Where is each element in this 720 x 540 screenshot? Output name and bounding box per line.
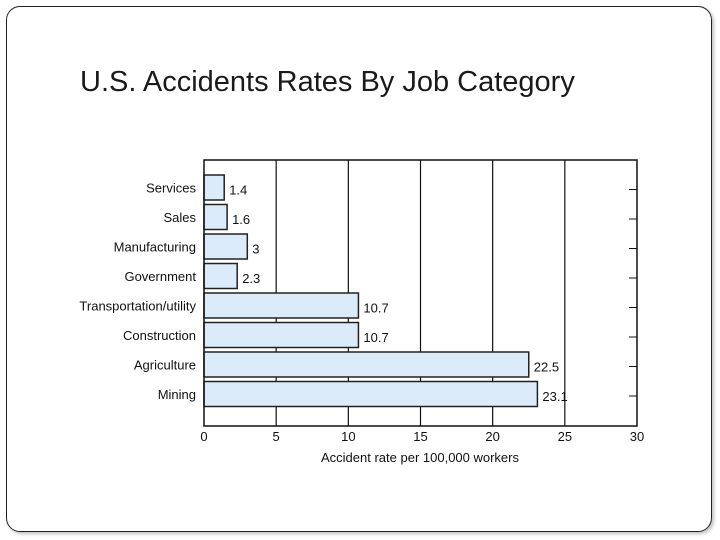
bar (203, 380, 539, 408)
x-tick-label: 25 (558, 429, 572, 444)
value-label: 1.6 (232, 212, 250, 227)
bar (203, 292, 360, 319)
category-label: Sales (163, 210, 196, 225)
x-tick-label: 0 (200, 429, 207, 444)
plot-border (203, 159, 638, 427)
value-label: 10.7 (363, 301, 388, 316)
slide-frame (6, 6, 712, 532)
x-tick-label: 15 (413, 429, 427, 444)
category-label: Manufacturing (114, 240, 196, 255)
bar (203, 233, 249, 260)
value-label: 10.7 (363, 330, 388, 345)
x-axis-title: Accident rate per 100,000 workers (321, 450, 519, 465)
bars-layer (203, 174, 539, 408)
bar (203, 321, 360, 349)
x-tick-label: 20 (485, 429, 499, 444)
value-label: 2.3 (242, 271, 260, 286)
bar (203, 203, 228, 231)
category-label: Transportation/utility (79, 299, 196, 314)
category-label: Services (146, 181, 196, 196)
x-tick-label: 30 (630, 429, 644, 444)
value-label: 3 (252, 242, 259, 257)
bar (203, 262, 238, 290)
category-label: Mining (158, 387, 196, 402)
slide-title: U.S. Accidents Rates By Job Category (80, 66, 575, 98)
x-tick-label: 5 (273, 429, 280, 444)
value-label: 23.1 (542, 389, 567, 404)
x-tick-label: 10 (341, 429, 355, 444)
category-label: Construction (123, 328, 196, 343)
category-label: Government (124, 269, 196, 284)
value-label: 22.5 (534, 360, 559, 375)
value-label: 1.4 (229, 183, 247, 198)
bar (203, 174, 225, 201)
category-label: Agriculture (134, 358, 196, 373)
bar (203, 351, 530, 378)
labels-layer: 0 5 10 15 20 25 30 Services 1.4 Sales 1.6 Manufactu… (79, 181, 644, 445)
